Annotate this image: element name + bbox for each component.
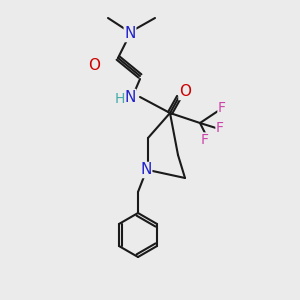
Text: N: N xyxy=(124,26,136,41)
Text: N: N xyxy=(124,89,136,104)
Text: O: O xyxy=(179,85,191,100)
Text: O: O xyxy=(88,58,100,73)
Text: F: F xyxy=(201,133,209,147)
Text: H: H xyxy=(115,92,125,106)
Text: F: F xyxy=(216,121,224,135)
Text: N: N xyxy=(140,163,152,178)
Text: F: F xyxy=(218,101,226,115)
